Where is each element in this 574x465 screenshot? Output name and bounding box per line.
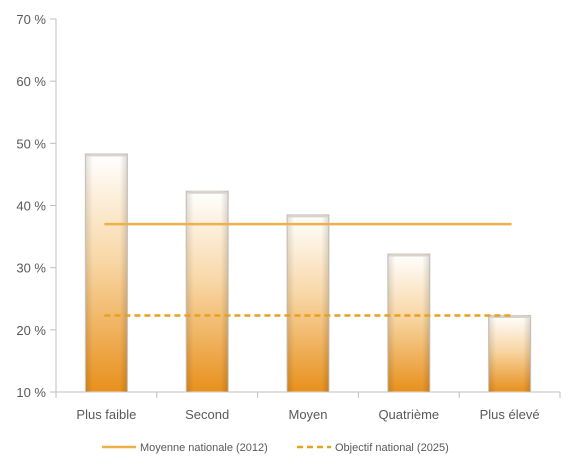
x-tick-label: Quatrième bbox=[378, 407, 439, 422]
bar-shade bbox=[488, 315, 531, 392]
x-tick-label: Second bbox=[185, 407, 229, 422]
x-tick-label: Moyen bbox=[288, 407, 327, 422]
bar bbox=[185, 190, 229, 393]
legend-label: Moyenne nationale (2012) bbox=[140, 442, 268, 454]
y-tick-label: 40 % bbox=[16, 199, 46, 214]
bar bbox=[286, 214, 330, 393]
bar-shade bbox=[287, 214, 329, 392]
x-tick-labels: Plus faible Second Moyen Quatrième Plus élev… bbox=[76, 407, 539, 422]
x-tick-label: Plus faible bbox=[76, 407, 136, 422]
y-tick-label: 10 % bbox=[16, 385, 46, 400]
y-tick-label: 50 % bbox=[16, 136, 46, 151]
x-tick-label: Plus élevé bbox=[480, 407, 540, 422]
bars bbox=[84, 153, 532, 393]
reference-lines bbox=[104, 222, 512, 317]
axes bbox=[50, 18, 561, 398]
bar-shade bbox=[186, 191, 229, 392]
y-tick-label: 70 % bbox=[16, 12, 46, 27]
y-tick-label: 20 % bbox=[16, 323, 46, 338]
bar bbox=[387, 253, 431, 393]
y-tick-labels: 10 % 20 % 30 % 40 % 50 % 60 % 70 % bbox=[16, 12, 46, 400]
y-tick-label: 60 % bbox=[16, 74, 46, 89]
bar bbox=[84, 153, 129, 393]
legend: Moyenne nationale (2012) Objectif nationa… bbox=[102, 442, 449, 454]
y-tick-label: 30 % bbox=[16, 261, 46, 276]
legend-label: Objectif national (2025) bbox=[335, 442, 449, 454]
bar-shade bbox=[387, 253, 430, 392]
bar-shade bbox=[85, 153, 128, 392]
bar bbox=[488, 314, 532, 393]
